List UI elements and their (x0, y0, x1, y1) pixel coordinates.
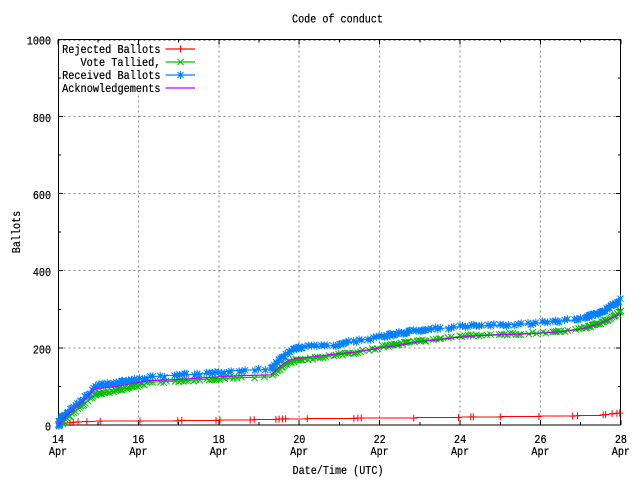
svg-text:Apr: Apr (612, 445, 630, 459)
svg-text:16: 16 (132, 433, 144, 447)
svg-text:400: 400 (33, 266, 51, 280)
svg-text:600: 600 (33, 189, 51, 203)
svg-text:Apr: Apr (49, 445, 67, 459)
svg-text:20: 20 (293, 433, 305, 447)
svg-text:Apr: Apr (210, 445, 228, 459)
svg-text:Rejected Ballots: Rejected Ballots (62, 43, 160, 57)
svg-text:800: 800 (33, 112, 51, 126)
svg-text:1000: 1000 (27, 35, 51, 49)
svg-text:Apr: Apr (531, 445, 549, 459)
svg-text:24: 24 (454, 433, 466, 447)
svg-text:Date/Time (UTC): Date/Time (UTC) (293, 464, 384, 478)
svg-text:Apr: Apr (290, 445, 308, 459)
svg-text:22: 22 (374, 433, 386, 447)
svg-text:Code of conduct: Code of conduct (292, 13, 383, 27)
svg-text:Received Ballots: Received Ballots (62, 69, 160, 83)
svg-text:Apr: Apr (371, 445, 389, 459)
svg-text:26: 26 (534, 433, 546, 447)
svg-text:200: 200 (33, 343, 51, 357)
svg-text:Apr: Apr (451, 445, 469, 459)
svg-text:Acknowledgements: Acknowledgements (62, 82, 160, 96)
svg-text:Apr: Apr (129, 445, 147, 459)
svg-text:14: 14 (52, 433, 64, 447)
svg-text:Ballots: Ballots (10, 211, 24, 253)
svg-text:0: 0 (45, 420, 51, 434)
svg-text:28: 28 (615, 433, 627, 447)
svg-text:Vote Tallied,: Vote Tallied, (81, 56, 161, 70)
svg-text:18: 18 (213, 433, 225, 447)
